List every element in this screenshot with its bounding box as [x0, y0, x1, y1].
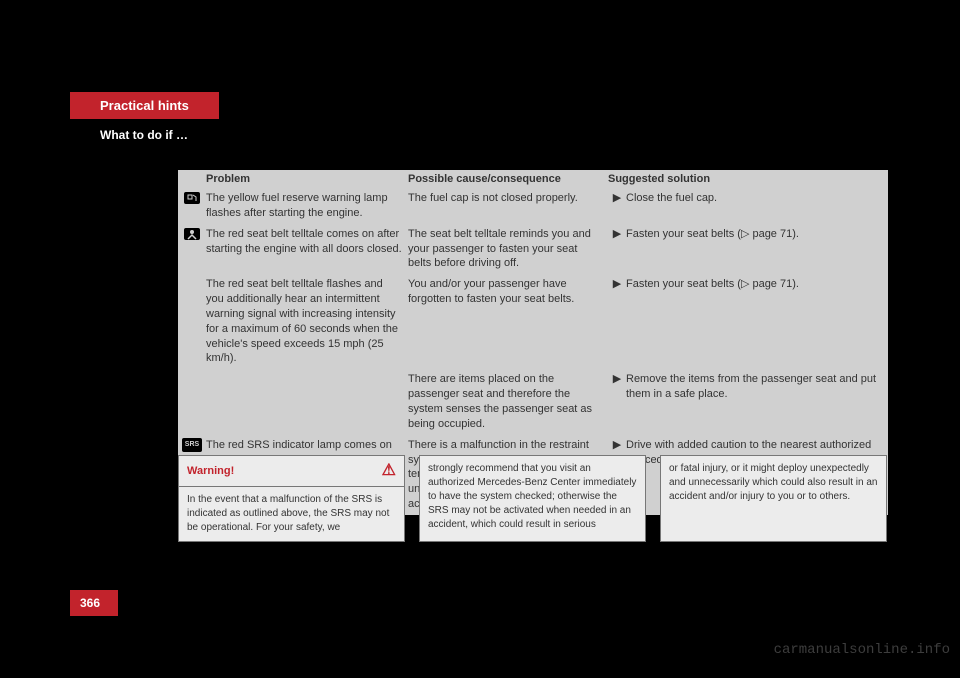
problem-text: The red seat belt telltale flashes and y…: [206, 277, 408, 366]
cause-text: You and/or your passenger have forgotten…: [408, 277, 608, 366]
solution-text: Fasten your seat belts (▷ page 71).: [626, 227, 888, 272]
warning-box-a: Warning! ⚠ In the event that a malfuncti…: [178, 455, 405, 542]
bullet-icon: ▶: [608, 372, 626, 431]
warning-icon: ⚠: [382, 460, 396, 482]
warning-body-c: or fatal injury, or it might deploy unex…: [660, 455, 887, 542]
col-header-solution: Suggested solution: [608, 173, 888, 185]
table-row: The red seat belt telltale comes on afte…: [178, 224, 888, 275]
bullet-icon: ▶: [608, 191, 626, 221]
cause-text: The seat belt telltale reminds you and y…: [408, 227, 608, 272]
solution-text: Fasten your seat belts (▷ page 71).: [626, 277, 888, 366]
col-header-problem: Problem: [178, 173, 408, 185]
warning-boxes: Warning! ⚠ In the event that a malfuncti…: [178, 455, 888, 542]
solution-text: Remove the items from the passenger seat…: [626, 372, 888, 431]
warning-title: Warning!: [187, 464, 234, 479]
section-title: What to do if …: [100, 128, 188, 142]
page-number: 366: [70, 590, 118, 616]
cause-text: The fuel cap is not closed properly.: [408, 191, 608, 221]
table-row: There are items placed on the passenger …: [178, 369, 888, 434]
table-row: The yellow fuel reserve warning lamp fla…: [178, 188, 888, 224]
problem-text: The red seat belt telltale comes on afte…: [206, 227, 408, 272]
warning-header: Warning! ⚠: [179, 456, 404, 487]
bullet-icon: ▶: [608, 227, 626, 272]
bullet-icon: ▶: [608, 277, 626, 366]
page: Practical hints What to do if … Problem …: [0, 0, 960, 678]
watermark: carmanualsonline.info: [774, 642, 950, 658]
warning-body-b: strongly recommend that you visit an aut…: [419, 455, 646, 542]
solution-text: Close the fuel cap.: [626, 191, 888, 221]
table-row: The red seat belt telltale flashes and y…: [178, 274, 888, 369]
chapter-tab: Practical hints: [70, 92, 219, 119]
cause-text: There are items placed on the passenger …: [408, 372, 608, 431]
problem-text: [206, 372, 408, 431]
warning-body-a: In the event that a malfunction of the S…: [179, 487, 404, 541]
fuel-icon: [178, 191, 206, 221]
table-header-row: Problem Possible cause/consequence Sugge…: [178, 170, 888, 188]
seatbelt-icon: [178, 227, 206, 272]
problem-text: The yellow fuel reserve warning lamp fla…: [206, 191, 408, 221]
col-header-cause: Possible cause/consequence: [408, 173, 608, 185]
